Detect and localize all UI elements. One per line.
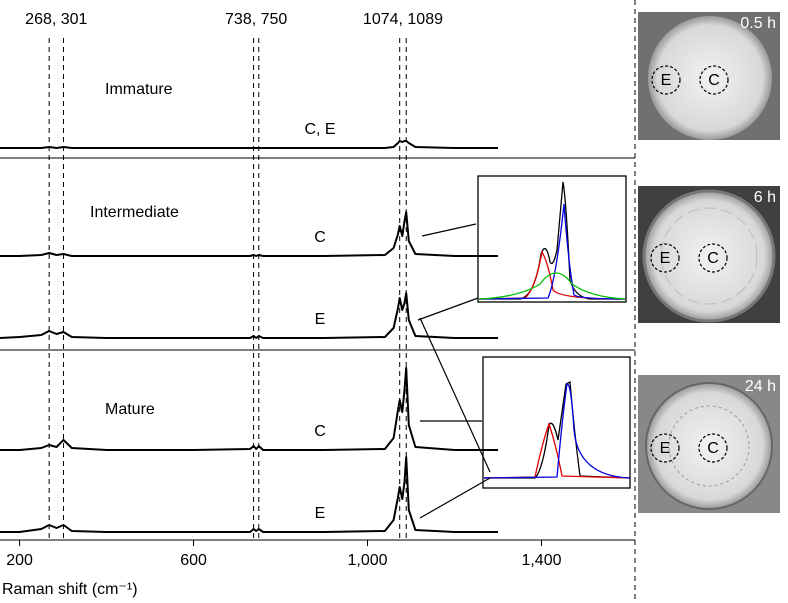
arrow <box>419 477 491 519</box>
region-circle <box>699 65 729 95</box>
series-label: C, E <box>304 121 335 138</box>
region-label: C <box>707 440 719 457</box>
inset-frame <box>477 175 627 303</box>
inset-frame <box>482 356 631 489</box>
region-label: E <box>661 72 672 89</box>
spectrum <box>0 140 498 149</box>
region-circle <box>698 433 728 463</box>
image-time: 6 h <box>754 189 776 206</box>
frame <box>0 0 636 603</box>
reference-label: 1074, 1089 <box>363 11 443 28</box>
arrow <box>421 223 477 237</box>
region-circle <box>650 433 680 463</box>
series-label: E <box>315 505 326 522</box>
region-label: E <box>660 250 671 267</box>
panel-title: Mature <box>105 401 155 418</box>
region-circle <box>651 65 681 95</box>
spectrum <box>0 367 498 451</box>
inset-fit <box>478 272 626 300</box>
region-label: C <box>707 250 719 267</box>
inset-fit <box>483 422 631 479</box>
spectrum <box>0 211 498 257</box>
texture <box>668 405 750 487</box>
inset-fit <box>478 203 626 300</box>
reference-label: 268, 301 <box>25 11 87 28</box>
region-label: E <box>660 440 671 457</box>
spectrum <box>0 456 498 533</box>
region-label: C <box>708 72 720 89</box>
x-tick-label: 200 <box>6 552 33 569</box>
panel-title: Immature <box>105 81 173 98</box>
droplet <box>648 16 772 140</box>
arrow <box>417 297 479 321</box>
droplet <box>642 189 776 323</box>
sem-image <box>638 12 780 513</box>
series-label: C <box>314 423 326 440</box>
x-tick-label: 1,400 <box>521 552 561 569</box>
inset <box>477 175 631 489</box>
reference-label: 738, 750 <box>225 11 287 28</box>
x-tick-label: 600 <box>180 552 207 569</box>
region-circle <box>650 243 680 273</box>
inset-fit-sum <box>484 380 631 479</box>
droplet <box>645 382 773 510</box>
inset-fit <box>478 250 626 300</box>
x-tick-label: 1,000 <box>347 552 387 569</box>
region-circle <box>698 243 728 273</box>
spectrum <box>0 292 498 339</box>
arrow <box>419 317 491 473</box>
panel-title: Intermediate <box>90 204 179 221</box>
series-label: E <box>315 311 326 328</box>
inset-fit <box>483 383 631 479</box>
image-time: 24 h <box>745 378 776 395</box>
image-time: 0.5 h <box>740 15 776 32</box>
x-axis-label: Raman shift (cm⁻¹) <box>2 581 138 598</box>
texture <box>660 207 758 305</box>
series-label: C <box>314 229 326 246</box>
arrows <box>417 223 491 519</box>
